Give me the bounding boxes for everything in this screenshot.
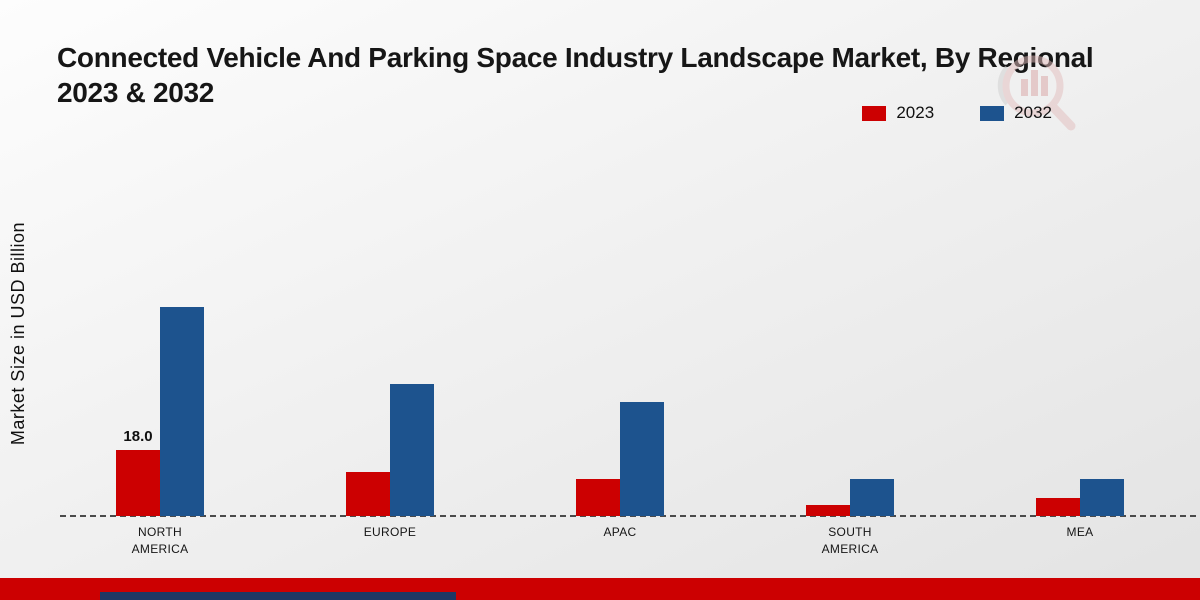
chart-title-line1: Connected Vehicle And Parking Space Indu… [57, 42, 1094, 73]
legend-item-2032: 2032 [980, 103, 1052, 123]
legend-item-2023: 2023 [862, 103, 934, 123]
bar-2023-mea [1036, 498, 1080, 516]
legend-label-2032: 2032 [1014, 103, 1052, 122]
legend: 2023 2032 [862, 103, 1052, 123]
category-label-mea: MEA [1066, 525, 1094, 539]
bar-2032-north-america [160, 307, 204, 516]
footer-navy-band [100, 592, 456, 600]
category-label-apac: APAC [603, 525, 637, 539]
bar-2023-north-america: 18.0 [116, 428, 160, 516]
bar-2023-europe [346, 472, 390, 516]
bar-2032-mea [1080, 479, 1124, 516]
bar-2023-south-america [806, 505, 850, 516]
chart-title-line2: 2023 & 2032 [57, 77, 215, 108]
bar-group-south-america: SOUTH AMERICA [806, 0, 894, 556]
bar-group-mea: MEA [1036, 0, 1124, 539]
category-label-south-america: SOUTH AMERICA [821, 525, 879, 556]
plot-area: 18.0 NORTH AMERICA EUROPE APAC SOUTH AMERICA… [45, 0, 1195, 556]
watermark-logo-icon [997, 55, 1076, 131]
legend-swatch-2023 [862, 105, 887, 121]
y-axis-label: Market Size in USD Billion [8, 222, 28, 446]
category-label-europe: EUROPE [363, 525, 417, 539]
bar-2032-europe [390, 384, 434, 516]
x-axis-baseline [60, 515, 1196, 517]
bar-value-label-north-america: 18.0 [123, 428, 153, 445]
bar-2023-apac [576, 479, 620, 516]
bar-group-apac: APAC [576, 0, 664, 539]
category-label-north-america: NORTH AMERICA [131, 525, 189, 556]
legend-label-2023: 2023 [896, 103, 935, 122]
chart-title: Connected Vehicle And Parking Space Indu… [57, 40, 1094, 110]
bar-group-north-america: 18.0 NORTH AMERICA [116, 0, 204, 556]
legend-swatch-2032 [980, 105, 1005, 121]
bar-group-europe: EUROPE [346, 0, 434, 539]
bar-2032-south-america [850, 479, 894, 516]
bar-2032-apac [620, 402, 664, 516]
